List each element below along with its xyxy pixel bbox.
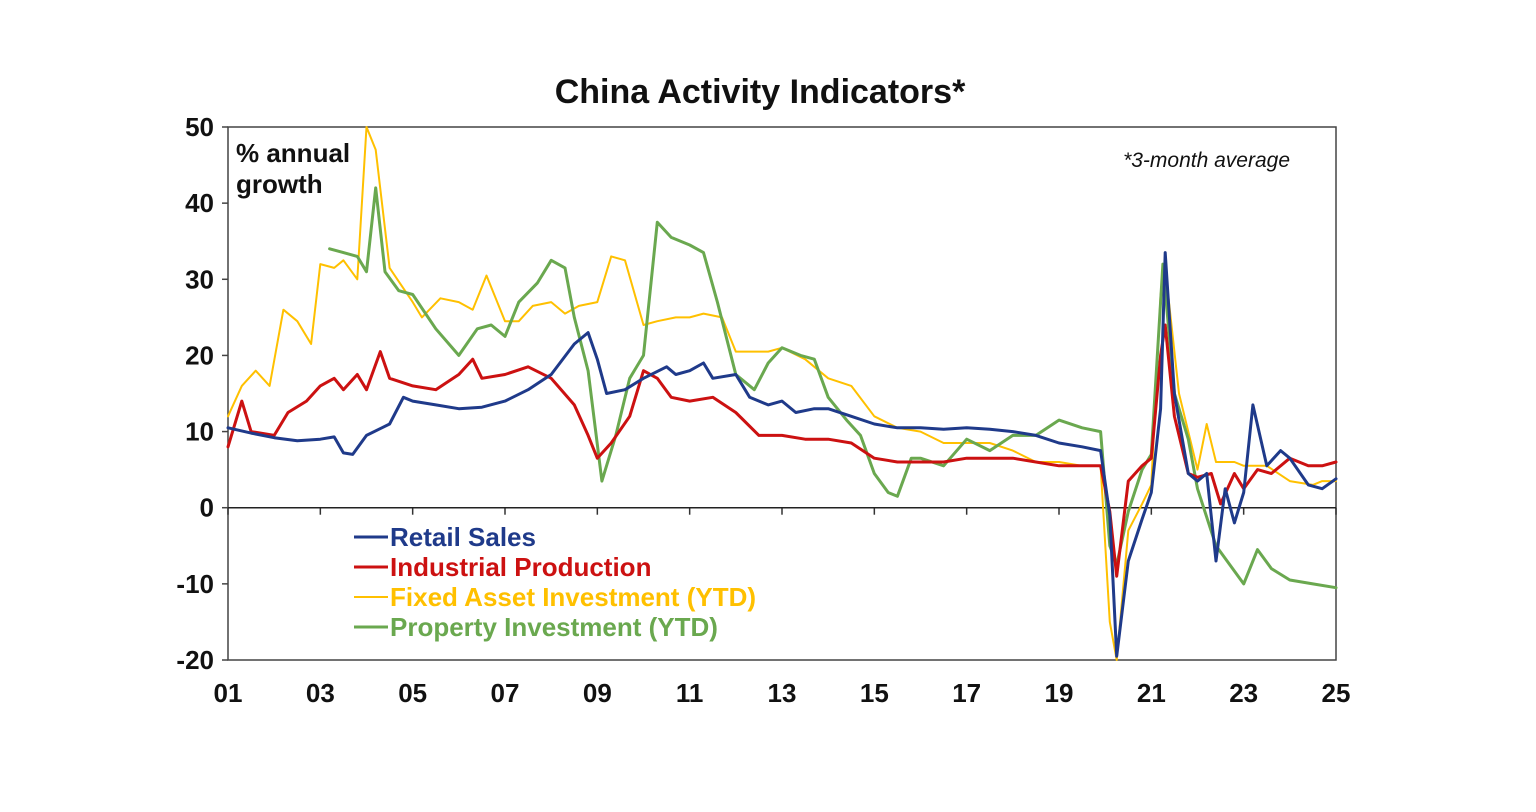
series-line-property-investment-ytd [328,186,1338,590]
y-axis-label-line-1: % annual [236,138,350,168]
x-tick-label: 05 [398,678,427,708]
footnote: *3-month average [1123,149,1290,172]
y-tick-label: -10 [176,569,214,599]
legend-label-industrial-production: Industrial Production [390,552,651,582]
x-tick-label: 01 [214,678,243,708]
series-line-retail-sales [226,251,1338,658]
y-tick-label: 50 [185,112,214,142]
x-tick-label: 03 [306,678,335,708]
y-tick-label: 30 [185,264,214,294]
x-tick-label: 17 [952,678,981,708]
x-tick-label: 09 [583,678,612,708]
series-layer [226,126,1338,661]
x-tick-label: 07 [491,678,520,708]
x-tick-label: 19 [1045,678,1074,708]
y-tick-label: 10 [185,417,214,447]
legend-label-fixed-asset-investment-ytd: Fixed Asset Investment (YTD) [390,582,756,612]
chart-title: China Activity Indicators* [555,73,966,111]
y-tick-label: 40 [185,188,214,218]
x-axis: 01 03 05 07 09 11 13 15 17 19 21 23 25 [214,507,1351,708]
x-tick-label: 11 [676,678,704,708]
x-tick-label: 21 [1137,678,1166,708]
x-tick-label: 15 [860,678,889,708]
x-tick-label: 13 [768,678,797,708]
y-axis-label-line-2: growth [236,169,323,199]
y-tick-label: 0 [200,493,214,523]
plot-frame [227,126,1337,661]
legend-label-property-investment-ytd: Property Investment (YTD) [390,612,718,642]
x-tick-label: 25 [1322,678,1351,708]
x-tick-label: 23 [1229,678,1258,708]
legend-label-retail-sales: Retail Sales [390,522,536,552]
y-tick-label: 20 [185,340,214,370]
y-axis: -20 -10 0 10 20 30 40 50 [176,112,228,675]
y-tick-label: -20 [176,645,214,675]
